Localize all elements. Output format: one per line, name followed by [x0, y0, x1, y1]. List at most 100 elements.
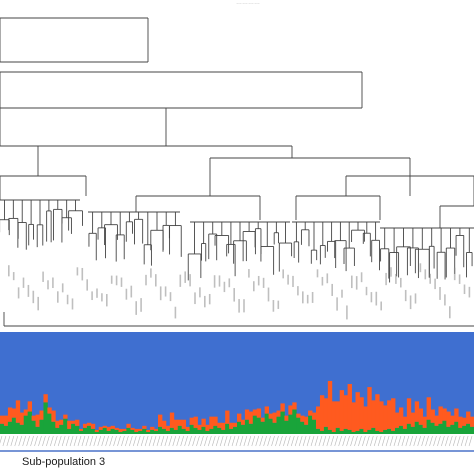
bar-orange — [82, 423, 88, 428]
bar-orange — [47, 407, 52, 414]
leaf-label — [145, 274, 147, 286]
leaf-label — [159, 286, 162, 301]
bar-orange — [438, 406, 443, 424]
bar-green — [23, 415, 29, 434]
bar-orange — [351, 402, 356, 432]
leaf-label — [47, 280, 49, 290]
bar-green — [79, 430, 84, 434]
leaf-label — [155, 274, 157, 287]
bar-orange — [114, 427, 119, 430]
bar-green — [165, 430, 171, 434]
sample-label — [342, 435, 346, 447]
leaf-label — [336, 297, 338, 311]
leaf-label — [316, 269, 319, 278]
bar-orange — [213, 416, 218, 426]
bar-orange — [331, 401, 337, 432]
sample-label — [73, 435, 78, 447]
leaf-label — [262, 277, 265, 288]
bar-green — [229, 428, 234, 434]
bar-orange — [181, 419, 187, 429]
leaf-label — [346, 305, 348, 320]
bar-green — [150, 429, 155, 434]
sample-label — [354, 435, 358, 447]
sample-label — [468, 435, 473, 447]
bar-orange — [86, 422, 92, 426]
leaf-label — [76, 267, 79, 276]
leaf-label — [326, 273, 329, 284]
sample-label — [334, 435, 339, 447]
bar-green — [272, 422, 277, 434]
sample-label — [113, 435, 117, 447]
bar-orange — [316, 406, 321, 429]
leaf-label — [306, 294, 309, 304]
bar-green — [462, 425, 467, 434]
bar-orange — [458, 416, 463, 428]
sample-label — [129, 435, 133, 447]
leaf-label — [204, 295, 206, 308]
bar-orange — [335, 401, 341, 428]
bar-orange — [252, 409, 258, 416]
bar-green — [158, 426, 163, 434]
bar-green — [264, 413, 269, 434]
sample-label — [409, 435, 414, 447]
bar-orange — [264, 406, 269, 414]
sample-label — [176, 435, 181, 447]
sample-label — [109, 435, 113, 447]
bar-green — [398, 425, 404, 434]
sample-label — [421, 435, 425, 447]
sample-label — [346, 435, 350, 447]
bar-orange — [402, 416, 408, 429]
sample-label — [227, 435, 232, 447]
sample-label — [121, 435, 125, 447]
bar-green — [114, 429, 119, 434]
bar-green — [106, 430, 111, 434]
bar-orange — [150, 426, 155, 430]
leaf-label — [140, 298, 142, 312]
bar-orange — [209, 416, 214, 429]
bar-orange — [395, 412, 400, 428]
leaf-label — [86, 279, 88, 291]
bar-green — [71, 423, 76, 434]
sample-label — [369, 435, 374, 447]
bar-green — [418, 424, 424, 434]
sample-label — [117, 435, 121, 447]
leaf-label — [365, 286, 368, 296]
bar-orange — [27, 401, 32, 412]
bar-orange — [312, 412, 317, 420]
sample-label — [231, 435, 236, 447]
leaf-label — [208, 293, 211, 305]
bar-green — [316, 428, 321, 434]
sample-label — [160, 435, 165, 447]
sample-label — [239, 435, 244, 447]
sample-label — [30, 435, 34, 447]
bar-orange — [221, 422, 226, 430]
leaf-label — [8, 265, 10, 277]
leaf-label — [150, 268, 152, 278]
sample-label — [69, 435, 74, 447]
bar-green — [312, 419, 317, 434]
bar-green — [351, 431, 356, 434]
bar-green — [225, 423, 230, 434]
sample-label — [144, 435, 149, 447]
bar-orange — [193, 416, 198, 428]
bar-orange — [39, 410, 44, 420]
bar-orange — [233, 422, 238, 427]
leaf-label — [272, 300, 275, 312]
sample-label — [204, 435, 208, 447]
bar-green — [86, 425, 92, 434]
leaf-label — [238, 299, 240, 313]
leaf-label — [199, 287, 201, 298]
sample-label — [298, 435, 303, 447]
sample-label — [259, 435, 263, 447]
bar-green — [470, 426, 474, 434]
bar-green — [19, 424, 25, 434]
bar-green — [414, 421, 420, 434]
bar-green — [276, 416, 281, 434]
bar-green — [146, 431, 151, 434]
sample-label — [152, 435, 157, 447]
sample-label — [148, 435, 153, 447]
leaf-label — [409, 295, 412, 310]
bar-green — [383, 429, 388, 434]
leaf-label — [257, 275, 260, 286]
